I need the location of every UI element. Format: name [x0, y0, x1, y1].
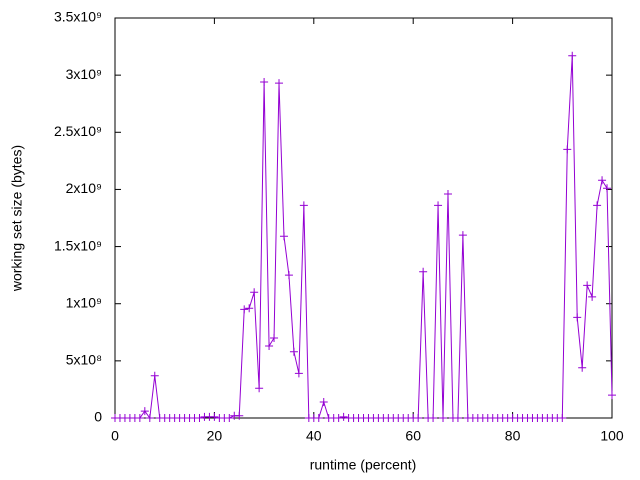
point-marker: [334, 414, 343, 422]
x-axis-label: runtime (percent): [310, 457, 417, 473]
point-marker: [245, 304, 254, 313]
point-marker: [275, 79, 284, 88]
point-marker: [598, 176, 607, 185]
x-tick-label: 100: [600, 428, 624, 444]
point-marker: [289, 347, 298, 356]
y-tick-label: 1x10⁹: [66, 294, 102, 310]
y-tick-label: 3x10⁹: [66, 66, 102, 82]
plot-border: [114, 17, 613, 419]
point-marker: [603, 184, 612, 193]
y-tick-label: 3.5x10⁹: [54, 9, 102, 25]
x-tick-label: 20: [207, 428, 223, 444]
point-marker: [583, 281, 592, 290]
point-marker: [429, 414, 438, 422]
x-tick-label: 80: [505, 428, 521, 444]
point-marker: [250, 288, 259, 297]
point-marker: [135, 414, 144, 422]
point-marker: [195, 414, 204, 422]
point-marker: [558, 414, 567, 422]
point-marker: [270, 334, 279, 342]
point-marker: [240, 305, 249, 314]
point-marker: [140, 407, 149, 416]
point-marker: [563, 145, 572, 154]
point-marker: [210, 412, 219, 421]
y-tick-label: 2x10⁹: [66, 180, 102, 196]
point-marker: [419, 267, 428, 276]
point-marker: [279, 232, 288, 241]
point-marker: [260, 78, 269, 86]
point-marker: [439, 414, 448, 422]
y-tick-label: 2.5x10⁹: [54, 123, 102, 139]
point-marker: [443, 190, 452, 198]
y-tick-label: 0: [94, 409, 102, 425]
y-tick-label: 1.5x10⁹: [54, 237, 102, 253]
point-marker: [458, 231, 467, 240]
point-marker: [588, 292, 597, 301]
point-marker: [145, 414, 154, 422]
point-marker: [608, 391, 616, 400]
point-marker: [414, 414, 423, 422]
point-marker: [578, 363, 587, 372]
data-line: [115, 55, 613, 420]
point-marker: [453, 414, 462, 422]
point-marker: [568, 51, 577, 60]
x-tick-label: 0: [111, 428, 119, 444]
point-marker: [235, 411, 244, 420]
x-tick-label: 40: [306, 428, 322, 444]
point-marker: [255, 384, 264, 393]
point-marker: [150, 371, 159, 380]
point-marker: [299, 201, 308, 210]
point-marker: [434, 201, 443, 210]
point-marker: [284, 271, 293, 280]
point-marker: [225, 414, 234, 422]
y-tick-label: 5x10⁸: [66, 352, 102, 368]
x-tick-label: 60: [405, 428, 421, 444]
point-marker: [319, 398, 328, 406]
y-axis-label: working set size (bytes): [9, 145, 25, 292]
point-marker: [339, 412, 348, 421]
point-marker: [593, 201, 602, 210]
point-marker: [294, 369, 303, 378]
point-marker: [265, 342, 274, 350]
point-marker: [314, 414, 323, 422]
point-marker: [573, 313, 582, 322]
